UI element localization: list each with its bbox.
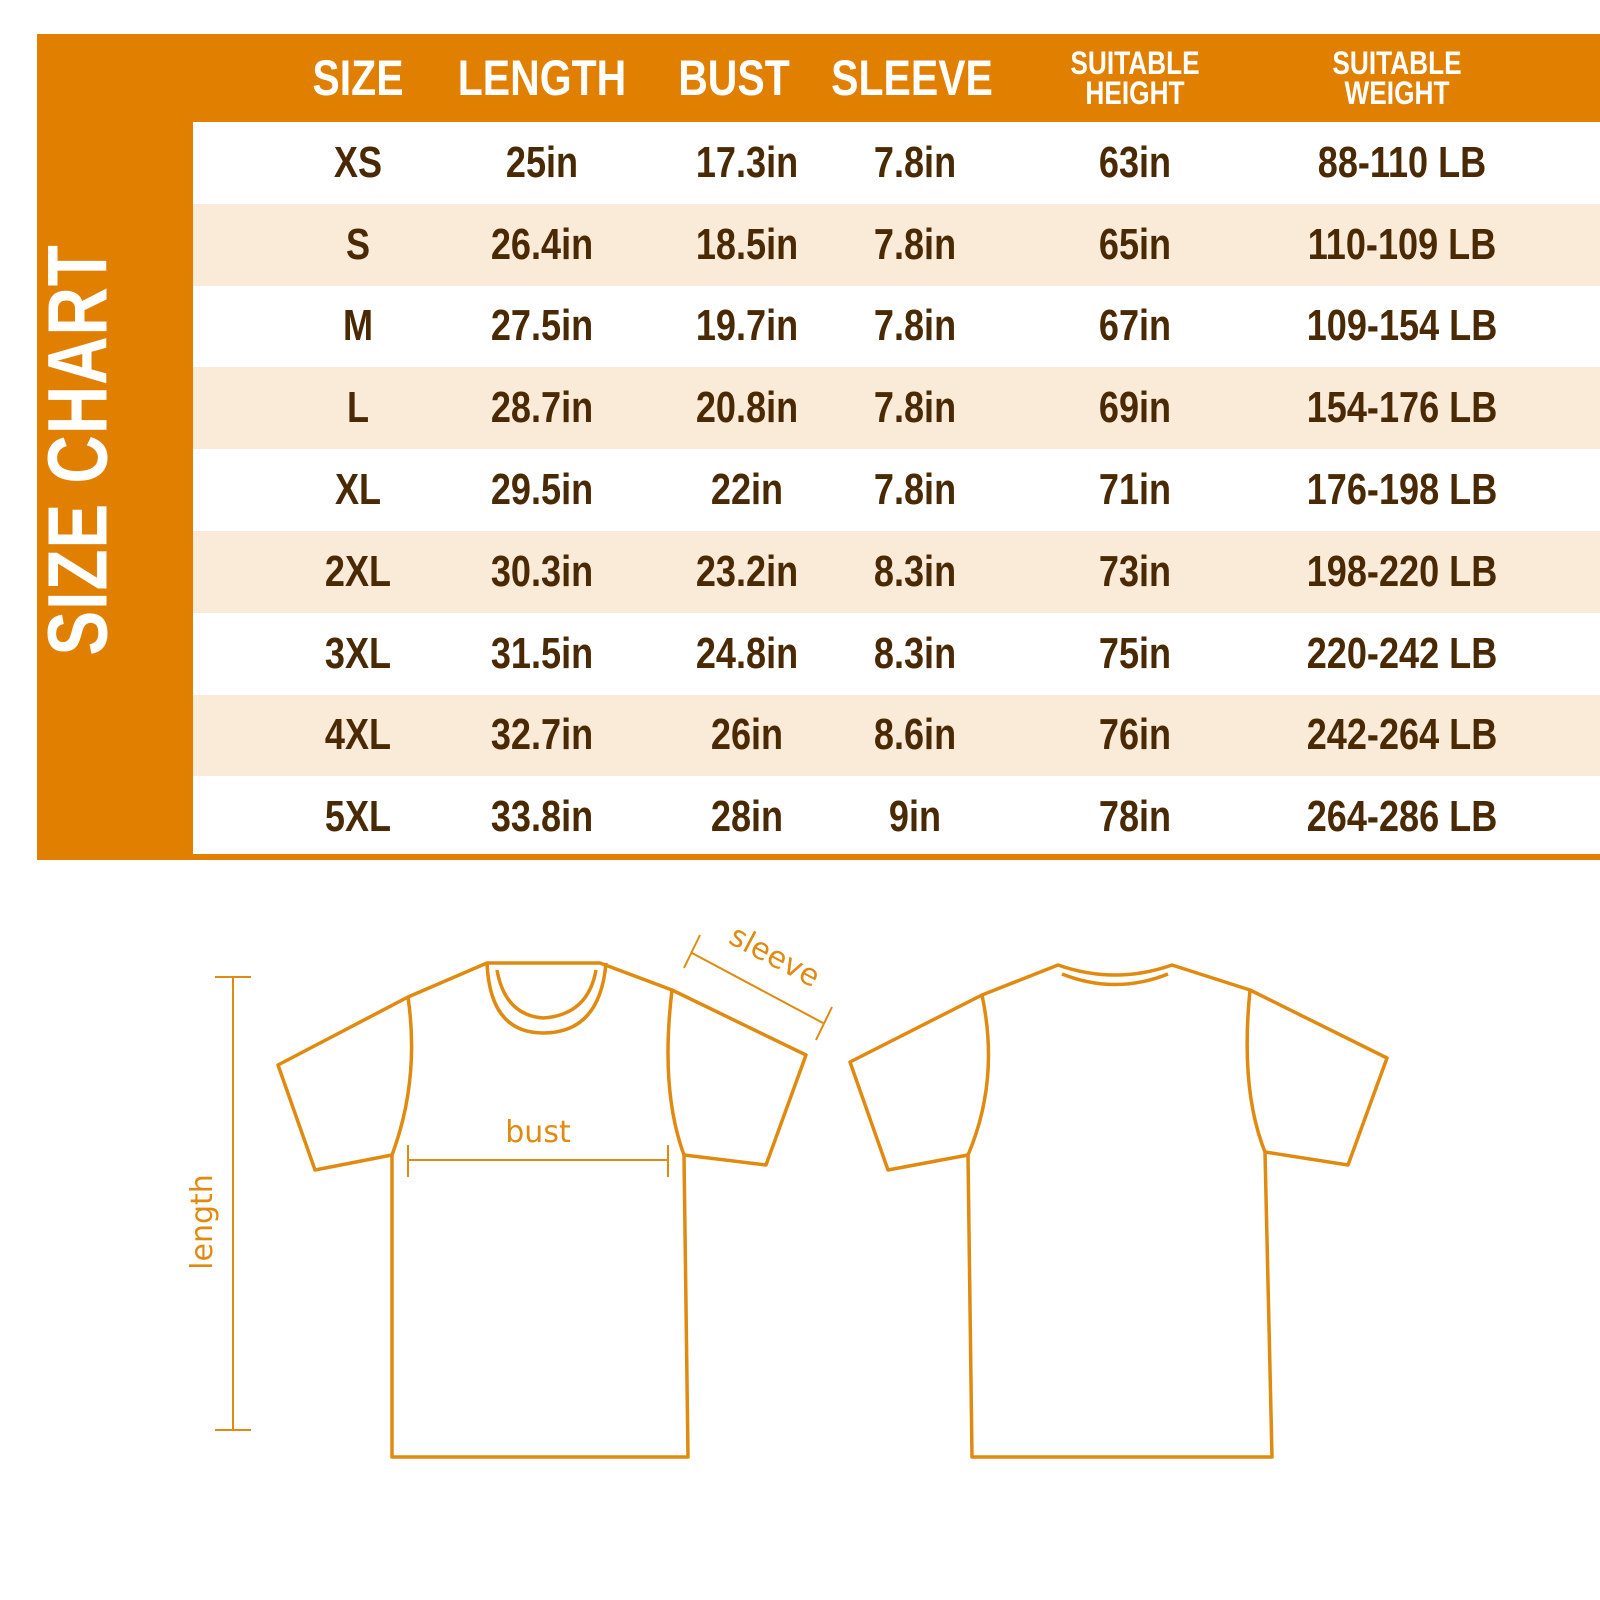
cell-sleeve: 7.8in — [873, 383, 957, 433]
back-armhole-right — [1245, 989, 1267, 1153]
cell-sleeve: 8.6in — [873, 710, 957, 760]
cell-sleeve: 7.8in — [873, 219, 957, 269]
length-label: length — [185, 1174, 220, 1270]
header-size: SIZE — [312, 50, 404, 106]
table-row: S 26.4in 18.5in 7.8in 65in 110-109 LB — [193, 203, 1600, 286]
cell-sleeve: 7.8in — [873, 465, 957, 515]
cell-bust: 28in — [710, 792, 784, 842]
cell-size: M — [342, 301, 374, 351]
size-chart-title: SIZE CHART — [30, 244, 125, 656]
cell-size: 5XL — [324, 792, 392, 842]
length-dimension-line — [215, 976, 251, 1431]
cell-suitable-weight: 154-176 LB — [1306, 383, 1498, 433]
header-bust: BUST — [678, 50, 790, 106]
front-armhole-right — [666, 989, 686, 1156]
cell-suitable-height: 71in — [1098, 465, 1172, 515]
table-row: M 27.5in 19.7in 7.8in 67in 109-154 LB — [193, 285, 1600, 368]
cell-suitable-height: 69in — [1098, 383, 1172, 433]
cell-bust: 24.8in — [695, 628, 799, 678]
cell-suitable-weight: 176-198 LB — [1306, 465, 1498, 515]
cell-bust: 26in — [710, 710, 784, 760]
cell-size: S — [345, 219, 371, 269]
cell-suitable-height: 63in — [1098, 137, 1172, 187]
back-tshirt-outline — [848, 963, 1389, 1459]
table-row: 3XL 31.5in 24.8in 8.3in 75in 220-242 LB — [193, 612, 1600, 695]
bust-dimension-line — [407, 1145, 669, 1177]
cell-length: 28.7in — [490, 383, 594, 433]
cell-sleeve: 8.3in — [873, 546, 957, 596]
sleeve-dimension-line — [683, 934, 833, 1041]
cell-bust: 22in — [710, 465, 784, 515]
cell-suitable-weight: 110-109 LB — [1307, 219, 1497, 269]
sleeve-label: sleeve — [723, 918, 825, 994]
table-row: 2XL 30.3in 23.2in 8.3in 73in 198-220 LB — [193, 530, 1600, 613]
header-sleeve: SLEEVE — [831, 50, 993, 106]
table-body: XS 25in 17.3in 7.8in 63in 88-110 LB S 26.4in 18.… — [193, 122, 1600, 859]
table-bottom-border — [193, 854, 1600, 860]
cell-length: 30.3in — [490, 546, 594, 596]
cell-suitable-height: 65in — [1098, 219, 1172, 269]
cell-suitable-height: 78in — [1098, 792, 1172, 842]
cell-bust: 23.2in — [695, 546, 799, 596]
table-row: 4XL 32.7in 26in 8.6in 76in 242-264 LB — [193, 694, 1600, 777]
front-armhole-left — [390, 996, 414, 1156]
cell-size: 4XL — [324, 710, 392, 760]
cell-bust: 20.8in — [695, 383, 799, 433]
cell-suitable-weight: 109-154 LB — [1306, 301, 1498, 351]
front-tshirt-outline — [276, 961, 808, 1459]
table-row: XS 25in 17.3in 7.8in 63in 88-110 LB — [193, 122, 1600, 204]
cell-suitable-height: 67in — [1098, 301, 1172, 351]
cell-length: 29.5in — [490, 465, 594, 515]
cell-bust: 17.3in — [695, 137, 799, 187]
cell-length: 33.8in — [490, 792, 594, 842]
cell-suitable-height: 76in — [1098, 710, 1172, 760]
cell-suitable-height: 73in — [1098, 546, 1172, 596]
table-row: XL 29.5in 22in 7.8in 71in 176-198 LB — [193, 449, 1600, 531]
back-armhole-left — [966, 994, 991, 1156]
cell-size: L — [346, 383, 370, 433]
cell-suitable-weight: 220-242 LB — [1306, 628, 1498, 678]
cell-suitable-weight: 88-110 LB — [1317, 137, 1487, 187]
header-suitable-weight: SUITABLE WEIGHT — [1332, 45, 1462, 111]
back-collar-line — [1061, 972, 1169, 987]
cell-length: 31.5in — [490, 628, 594, 678]
cell-sleeve: 9in — [888, 792, 942, 842]
cell-suitable-weight: 264-286 LB — [1306, 792, 1498, 842]
cell-size: XL — [334, 465, 382, 515]
front-collar-inner — [495, 969, 598, 1020]
cell-length: 25in — [505, 137, 579, 187]
cell-length: 27.5in — [490, 301, 594, 351]
cell-bust: 18.5in — [695, 219, 799, 269]
cell-suitable-weight: 242-264 LB — [1306, 710, 1498, 760]
header-length: LENGTH — [457, 50, 627, 106]
cell-suitable-weight: 198-220 LB — [1306, 546, 1498, 596]
tshirt-diagram: bust length sleeve — [185, 918, 1389, 1459]
cell-sleeve: 7.8in — [873, 301, 957, 351]
cell-size: XS — [333, 137, 383, 187]
front-collar — [485, 962, 608, 1035]
table-row: L 28.7in 20.8in 7.8in 69in 154-176 LB — [193, 367, 1600, 450]
cell-size: 3XL — [324, 628, 392, 678]
cell-sleeve: 7.8in — [873, 137, 957, 187]
cell-bust: 19.7in — [695, 301, 799, 351]
cell-suitable-height: 75in — [1098, 628, 1172, 678]
header-suitable-height: SUITABLE HEIGHT — [1070, 45, 1200, 111]
cell-length: 26.4in — [490, 219, 594, 269]
table-header: SIZE LENGTH BUST SLEEVE SUITABLE HEIGHT … — [0, 34, 1600, 122]
bust-label: bust — [505, 1115, 571, 1150]
table-row: 5XL 33.8in 28in 9in 78in 264-286 LB — [193, 776, 1600, 859]
cell-sleeve: 8.3in — [873, 628, 957, 678]
cell-length: 32.7in — [490, 710, 594, 760]
cell-size: 2XL — [324, 546, 392, 596]
